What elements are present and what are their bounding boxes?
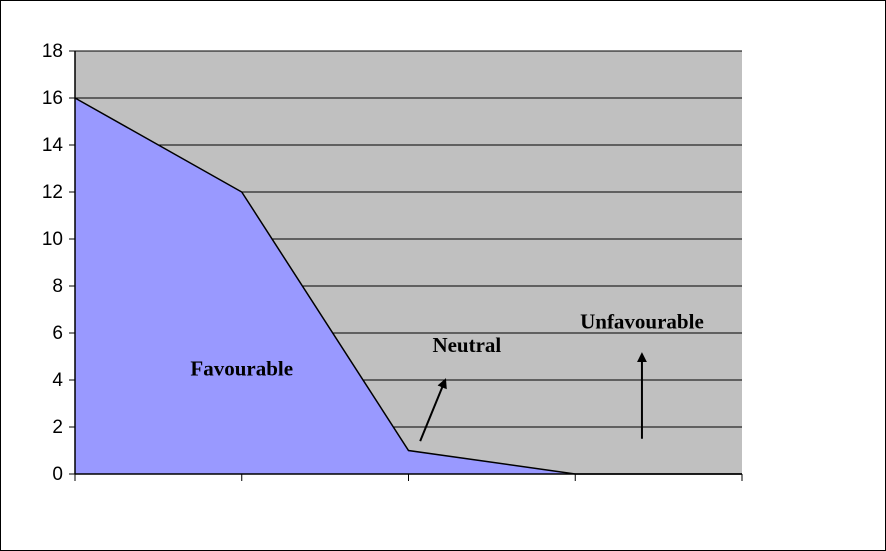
annotation-label-favourable: Favourable	[190, 356, 293, 380]
y-tick-label-16: 16	[42, 88, 63, 109]
annotation-label-unfavourable: Unfavourable	[580, 309, 704, 333]
y-tick-label-6: 6	[52, 323, 63, 344]
y-tick-label-14: 14	[42, 135, 64, 156]
y-tick-label-18: 18	[42, 41, 63, 62]
y-tick-label-0: 0	[52, 464, 63, 485]
annotation-label-neutral: Neutral	[432, 333, 501, 357]
y-tick-label-8: 8	[52, 276, 63, 297]
y-tick-label-2: 2	[52, 417, 63, 438]
y-tick-label-4: 4	[52, 370, 63, 391]
y-tick-label-10: 10	[42, 229, 63, 250]
annotation-arrow-0	[419, 378, 447, 442]
y-tick-label-12: 12	[42, 182, 63, 203]
